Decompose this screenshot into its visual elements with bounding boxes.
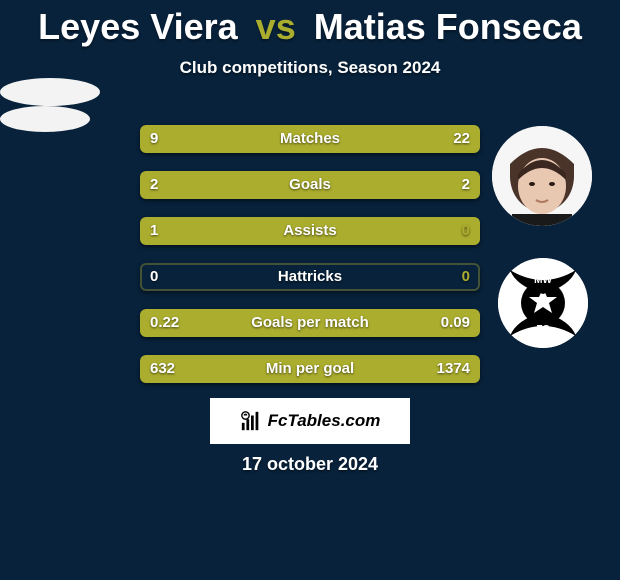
subtitle: Club competitions, Season 2024 xyxy=(0,58,620,78)
brand-badge: FcTables.com xyxy=(210,398,410,444)
svg-text:MW: MW xyxy=(534,275,552,286)
stat-label: Assists xyxy=(140,217,480,245)
stat-row: 6321374Min per goal xyxy=(140,355,480,383)
stat-row: 22Goals xyxy=(140,171,480,199)
svg-text:FC: FC xyxy=(536,324,549,335)
date: 17 october 2024 xyxy=(0,454,620,475)
vs-label: vs xyxy=(256,6,296,47)
stat-label: Min per goal xyxy=(140,355,480,383)
player2-avatar xyxy=(492,126,592,226)
player1-avatar xyxy=(0,78,100,106)
player1-name: Leyes Viera xyxy=(38,6,238,47)
comparison-title: Leyes Viera vs Matias Fonseca xyxy=(0,0,620,48)
stat-row: 00Hattricks xyxy=(140,263,480,291)
stat-bars: 922Matches 22Goals 10Assists 00Hattricks 0.2… xyxy=(140,125,480,401)
brand-logo-icon xyxy=(240,410,262,432)
player2-name: Matias Fonseca xyxy=(314,6,582,47)
stat-row: 922Matches xyxy=(140,125,480,153)
stat-row: 0.220.09Goals per match xyxy=(140,309,480,337)
stat-row: 10Assists xyxy=(140,217,480,245)
player2-club-logo: MW FC xyxy=(498,258,588,348)
stat-label: Goals xyxy=(140,171,480,199)
stat-label: Matches xyxy=(140,125,480,153)
player1-club-logo xyxy=(0,106,90,132)
stat-label: Hattricks xyxy=(140,263,480,291)
stat-label: Goals per match xyxy=(140,309,480,337)
brand-text: FcTables.com xyxy=(268,411,381,431)
